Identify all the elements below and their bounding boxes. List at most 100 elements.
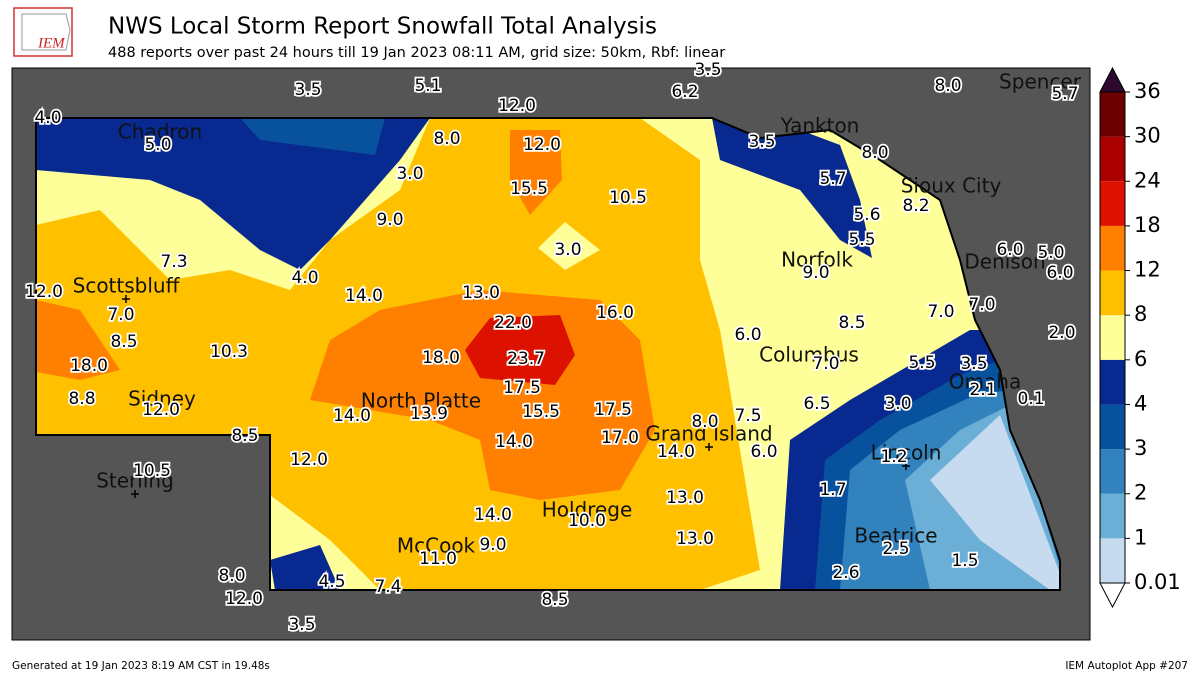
colorbar-tick-label: 18 [1134,213,1161,237]
contour-fill [510,130,562,215]
report-value: 11.0 [419,549,457,569]
colorbar-tick-label: 2 [1134,481,1147,505]
report-value: 7.0 [812,354,839,374]
report-value: 17.5 [503,378,541,398]
contour-fill [36,118,430,270]
logo-state [21,13,71,51]
report-value: 8.2 [902,196,929,216]
report-value: 2.1 [969,380,996,400]
footer-right: IEM Autoplot App #207 [1065,660,1188,672]
report-value: 12.0 [498,96,536,116]
colorbar-tick-label: 4 [1134,391,1147,415]
report-value: 8.0 [861,143,888,163]
colorbar-segment [1100,359,1125,405]
colorbar-segment [1100,92,1125,137]
report-value: 2.0 [1048,323,1075,343]
report-value: 13.9 [410,404,448,424]
report-value: 8.5 [110,332,137,352]
report-value: 9.0 [376,210,403,230]
colorbar-segment [1100,270,1125,316]
contour-fill [538,222,600,270]
report-value: 12.0 [25,282,63,302]
map-area [11,67,1091,641]
city-label: Grand Island [645,422,772,446]
city-marker [902,462,910,470]
report-value: 1.2 [880,447,907,467]
report-value: 7.0 [927,302,954,322]
report-value: 3.5 [294,80,321,100]
colorbar-tick-label: 30 [1134,124,1161,148]
report-value: 14.0 [333,406,371,426]
colorbar-segment [1100,181,1125,226]
city-label: Scottsbluff [73,274,181,298]
colorbar-segment [1100,136,1125,182]
colorbar-segment [1100,225,1125,271]
city-label: Holdrege [542,498,633,522]
report-value: 13.0 [462,283,500,303]
colorbar-segment [1100,538,1125,583]
colorbar-tick-label: 36 [1134,79,1161,103]
report-value: 8.0 [934,76,961,96]
report-value: 3.5 [288,615,315,635]
city-label: Lincoln [871,441,942,465]
report-value: 10.0 [568,511,606,531]
report-value: 7.0 [968,295,995,315]
city-marker [122,295,130,303]
report-value: 7.3 [160,252,187,272]
report-value: 8.0 [433,129,460,149]
labels: Spencer Yankton Chadron Sioux City Norfolk De… [23,58,1082,637]
contour-fill [240,118,385,155]
city-marker [131,490,139,498]
report-value: 7.5 [734,406,761,426]
report-value: 10.5 [609,188,647,208]
report-value: 8.0 [218,566,245,586]
report-value: 14.0 [474,505,512,525]
colorbar-extend-over [1099,66,1126,93]
title: NWS Local Storm Report Snowfall Total An… [108,14,657,40]
report-value: 5.1 [414,76,441,96]
colorbar-extend-under [1099,582,1126,609]
report-value: 7.4 [374,577,401,597]
city-label: Spencer [999,70,1082,94]
report-value: 9.0 [802,263,829,283]
report-value: 10.3 [210,342,248,362]
report-value: 12.0 [142,400,180,420]
report-value: 13.0 [676,529,714,549]
report-value: 8.0 [691,412,718,432]
contour-fill [270,545,340,590]
report-value: 5.7 [1051,84,1078,104]
report-value: 3.5 [694,60,721,80]
city-label: Denison [964,250,1045,274]
city-label: McCook [397,534,476,558]
report-value: 13.0 [666,488,704,508]
report-value: 5.5 [848,230,875,250]
report-value: 3.5 [960,354,987,374]
report-value: 1.5 [951,551,978,571]
colorbar-tick-label: 0.01 [1134,570,1181,594]
report-value: 14.0 [657,442,695,462]
report-value: 14.0 [495,432,533,452]
report-value: 4.0 [34,108,61,128]
colorbar-segment [1100,493,1125,539]
colorbar-tick-label: 1 [1134,525,1147,549]
report-value: 12.0 [225,589,263,609]
city-label: Yankton [780,114,860,138]
report-value: 7.0 [107,305,134,325]
report-value: 12.0 [290,450,328,470]
colorbar-tick-label: 12 [1134,258,1161,282]
city-label: Sterling [96,469,174,493]
colorbar-segment [1100,449,1125,494]
report-value: 0.1 [1017,389,1044,409]
report-value: 12.0 [523,135,561,155]
contours [36,118,1060,590]
colorbar-segment [1100,404,1125,450]
report-value: 5.0 [1037,243,1064,263]
report-value: 18.0 [70,356,108,376]
city-marker [705,443,713,451]
report-value: 8.8 [68,389,95,409]
city-label: North Platte [361,389,481,413]
subtitle: 488 reports over past 24 hours till 19 J… [108,45,725,61]
report-value: 17.5 [594,400,632,420]
report-value: 1.7 [819,480,846,500]
